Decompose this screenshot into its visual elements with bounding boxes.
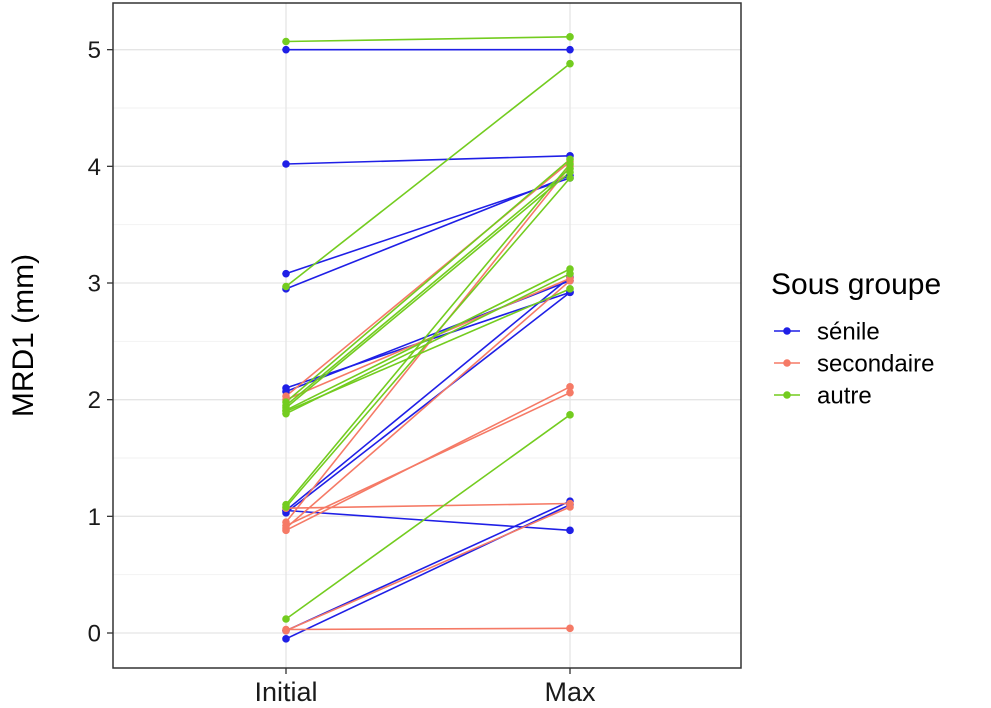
y-tick-label: 2 [88,387,101,414]
plot-panel-border [112,2,742,669]
series-line-autre [285,163,571,506]
data-point-secondaire [566,624,574,633]
series-line-autre [285,36,571,43]
x-tick-label-max: Max [544,677,596,707]
data-point-secondaire [566,383,574,391]
series-line-secondaire [285,391,571,527]
legend-key-secondaire [774,359,800,367]
legend-label-secondaire: secondaire [817,351,934,378]
y-axis-title: MRD1 (mm) [7,254,40,417]
series-line-secondaire [285,506,571,632]
data-point-secondaire [282,626,290,635]
data-point-secondaire [566,503,574,511]
series-line-senile [285,174,571,290]
legend-label-senile: sénile [817,319,880,346]
series-line-senile [285,500,571,632]
legend-key-autre [774,391,800,399]
data-point-senile [282,635,290,643]
data-point-autre [566,160,574,168]
series-line-senile [285,155,571,165]
data-point-autre [282,37,290,46]
data-point-senile [566,526,574,535]
legend-key-senile [774,327,800,335]
legend-label-autre: autre [817,383,872,410]
series-line-autre [285,414,571,620]
data-point-autre [566,269,574,278]
series-line-autre [285,171,571,409]
legend: Sous groupe sénile secondaire autre [771,268,941,410]
y-tick-label: 5 [88,37,101,64]
x-axis: Initial Max [254,668,596,707]
data-point-autre [282,282,290,291]
y-tick-label: 1 [88,504,101,531]
y-tick-label: 3 [88,271,101,298]
series-line-senile [285,276,571,512]
data-point-autre [282,409,290,418]
data-point-autre [566,285,574,293]
y-tick-label: 4 [88,154,101,181]
data-point-senile [566,45,574,54]
data-point-autre [566,168,574,176]
series-lines [285,36,571,640]
y-tick-label: 0 [88,621,101,648]
series-line-secondaire [285,627,571,631]
series-line-secondaire [285,280,571,529]
data-point-autre [566,174,574,182]
data-point-senile [282,45,290,54]
y-axis: 0 1 2 3 4 5 [88,37,113,648]
legend-title: Sous groupe [771,268,941,301]
series-line-autre [285,63,571,288]
data-point-autre [566,411,574,419]
series-line-secondaire [285,502,571,509]
series-line-autre [285,158,571,403]
data-point-secondaire [566,276,574,285]
data-point-senile [282,269,290,278]
series-line-autre [285,177,571,508]
series-line-senile [285,291,571,514]
data-point-autre [282,503,290,511]
data-point-secondaire [566,388,574,397]
data-point-senile [282,160,290,168]
series-line-autre [285,268,571,411]
series-points [282,33,574,643]
series-line-autre [285,168,571,407]
data-point-autre [566,59,574,68]
data-point-autre [282,615,290,623]
data-point-autre [566,33,574,41]
data-point-secondaire [282,521,290,530]
x-tick-label-initial: Initial [254,677,317,707]
